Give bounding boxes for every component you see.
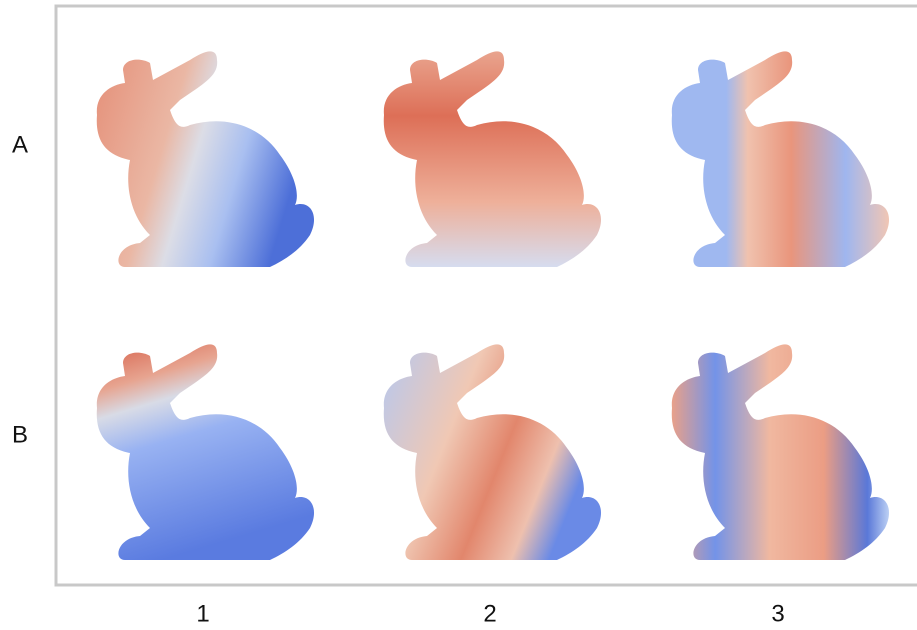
- column-label: 1: [196, 600, 209, 627]
- column-label: 3: [771, 600, 784, 627]
- column-label: 2: [483, 600, 496, 627]
- row-label: A: [12, 131, 28, 158]
- row-label: B: [12, 421, 28, 448]
